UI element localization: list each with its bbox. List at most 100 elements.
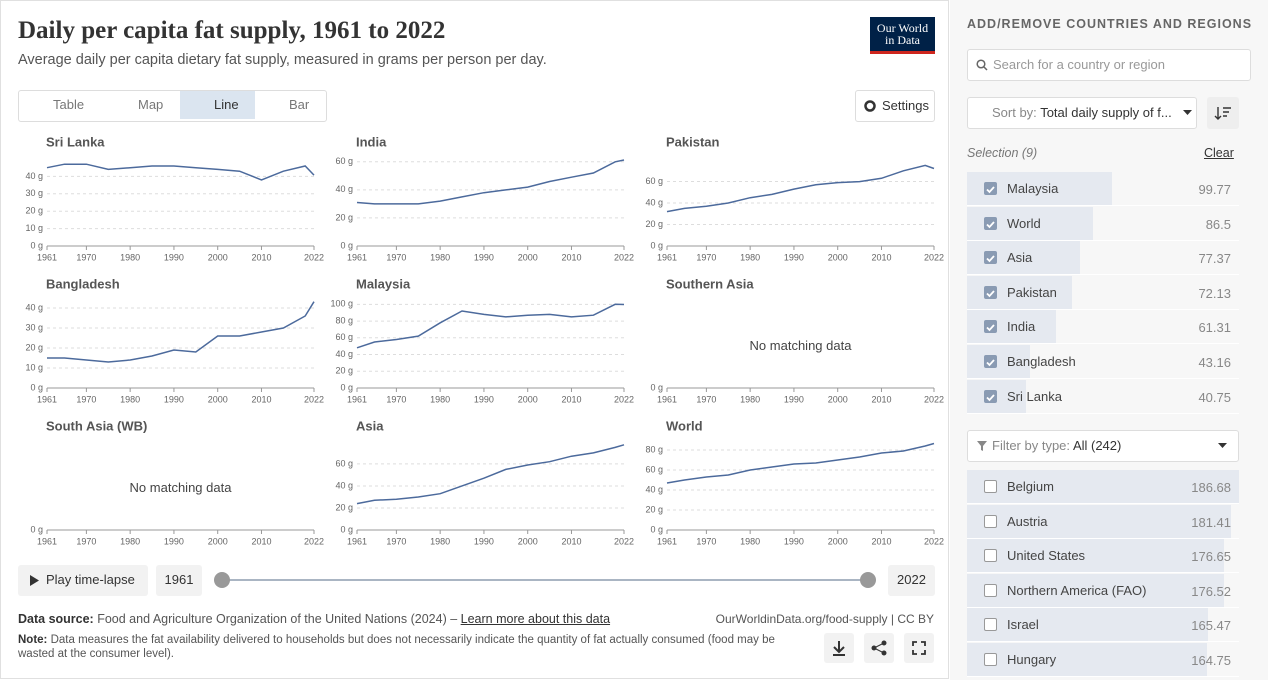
x-tick-label: 1980 — [430, 252, 450, 262]
x-tick-label: 2010 — [251, 252, 271, 262]
fullscreen-button[interactable] — [904, 633, 934, 663]
check — [986, 324, 995, 332]
end-year[interactable]: 2022 — [888, 565, 935, 596]
list-row[interactable]: Pakistan 72.13 — [967, 275, 1239, 310]
title: Daily per capita fat supply, 1961 to 202… — [18, 17, 446, 44]
note: Note: Data measures the fat availability… — [18, 633, 808, 661]
y-tick-label: 30 g — [25, 188, 43, 198]
x-tick-label: 1980 — [740, 394, 760, 404]
entity-name: Malaysia — [1007, 181, 1059, 196]
series-line — [46, 163, 315, 181]
slider-handle[interactable] — [860, 572, 876, 588]
tab[interactable]: Bar — [289, 97, 310, 112]
checkbox[interactable] — [984, 618, 997, 632]
x-tick-label: 2010 — [561, 536, 581, 546]
checkbox[interactable] — [984, 320, 997, 334]
y-tick-label: 20 g — [335, 212, 353, 222]
checkbox[interactable] — [984, 285, 997, 299]
checkbox[interactable] — [984, 251, 997, 265]
start-year[interactable]: 1961 — [156, 565, 202, 596]
check — [986, 220, 995, 228]
check — [986, 186, 995, 194]
entity-value: 61.31 — [1198, 320, 1231, 336]
source-link[interactable]: Learn more about this data — [460, 612, 611, 626]
license[interactable]: OurWorldinData.org/food-supply | CC BY — [715, 612, 934, 626]
y-tick-label: 60 g — [335, 458, 353, 468]
checkbox[interactable] — [984, 583, 997, 597]
download-button[interactable] — [824, 633, 854, 663]
y-tick-label: 80 g — [335, 315, 353, 325]
small-multiples: Sri Lanka 0 g 10 g 20 g 30 g 40 g 1961 1970 1980… — [25, 134, 944, 546]
list-row[interactable]: Hungary 164.75 — [967, 643, 1239, 677]
tab-bar — [18, 90, 327, 122]
x-tick-label: 1970 — [76, 536, 96, 546]
tab[interactable]: Line — [180, 91, 255, 119]
x-tick-label: 1990 — [784, 536, 804, 546]
checkbox[interactable] — [984, 653, 997, 666]
list-row[interactable]: Northern America (FAO) 176.52 — [967, 573, 1239, 608]
list-row[interactable]: Belgium 186.68 — [967, 470, 1239, 504]
entity-name: Austria — [1007, 513, 1048, 529]
entity-name: Israel — [1007, 617, 1039, 633]
chart-title: Sri Lanka — [46, 134, 105, 149]
sort-dropdown[interactable]: Sort by: Total daily supply of f... — [967, 97, 1197, 129]
checkbox[interactable] — [984, 480, 997, 493]
checkbox[interactable] — [984, 182, 997, 195]
list-row[interactable]: World 86.5 — [967, 206, 1239, 241]
chart-title: Malaysia — [356, 276, 411, 291]
slider-handle[interactable] — [214, 572, 230, 588]
entity-name: Asia — [1007, 250, 1033, 266]
x-tick-label: 1990 — [474, 252, 494, 262]
list-row[interactable]: Malaysia 99.77 — [967, 172, 1239, 206]
entity-name: Bangladesh — [1007, 354, 1076, 369]
x-tick-label: 1990 — [784, 252, 804, 262]
x-tick-label: 1980 — [430, 536, 450, 546]
tab[interactable]: Map — [138, 97, 164, 112]
filter-icon — [977, 441, 987, 451]
clear-button[interactable]: Clear — [1204, 146, 1234, 160]
x-tick-label: 1970 — [386, 536, 406, 546]
sort-order-button[interactable] — [1207, 97, 1239, 129]
list-row[interactable]: India 61.31 — [967, 310, 1239, 345]
value-bar — [967, 539, 1225, 573]
filter-label: Filter by type: — [992, 438, 1071, 453]
entity-value: 77.37 — [1198, 251, 1231, 267]
search-box[interactable]: Search for a country or region — [967, 49, 1251, 81]
value-bar — [967, 504, 1232, 538]
settings-button[interactable]: Settings — [855, 90, 935, 122]
x-tick-label: 1980 — [120, 536, 140, 546]
y-tick-label: 0 g — [30, 524, 43, 534]
y-tick-label: 60 g — [645, 176, 663, 186]
entity-name: World — [1007, 215, 1041, 231]
checkbox[interactable] — [984, 549, 997, 563]
x-tick-label: 2000 — [828, 394, 848, 404]
list-row[interactable]: Israel 165.47 — [967, 608, 1239, 643]
settings-label: Settings — [882, 98, 929, 113]
entity-name: India — [1007, 319, 1036, 335]
filter-dropdown[interactable]: Filter by type: All (242) — [967, 430, 1239, 462]
checkbox[interactable] — [984, 216, 997, 230]
y-tick-label: 0 g — [650, 524, 663, 534]
logo-line: Our World — [876, 21, 929, 35]
logo[interactable]: Our World in Data — [870, 17, 935, 54]
list-row[interactable]: United States 176.65 — [967, 539, 1239, 574]
share-button[interactable] — [864, 633, 894, 663]
list-row[interactable]: Asia 77.37 — [967, 241, 1239, 276]
list-row[interactable]: Bangladesh 43.16 — [967, 345, 1239, 379]
y-tick-label: 40 g — [25, 171, 43, 181]
list-row[interactable]: Sri Lanka 40.75 — [967, 379, 1239, 414]
checkbox[interactable] — [984, 514, 997, 528]
entity-value: 165.47 — [1191, 618, 1231, 634]
checkbox[interactable] — [984, 355, 997, 368]
checkbox[interactable] — [984, 389, 997, 403]
sidebar: ADD/REMOVE COUNTRIES AND REGIONS Search … — [950, 0, 1268, 680]
x-tick-label: 2010 — [871, 536, 891, 546]
play-icon — [30, 575, 39, 586]
list-row[interactable]: Austria 181.41 — [967, 504, 1239, 539]
y-tick-label: 20 g — [645, 504, 663, 514]
sort-label: Sort by: — [992, 105, 1037, 120]
play-button[interactable]: Play time-lapse — [18, 565, 148, 596]
tab[interactable]: Table — [53, 97, 85, 112]
y-tick-label: 40 g — [645, 197, 663, 207]
